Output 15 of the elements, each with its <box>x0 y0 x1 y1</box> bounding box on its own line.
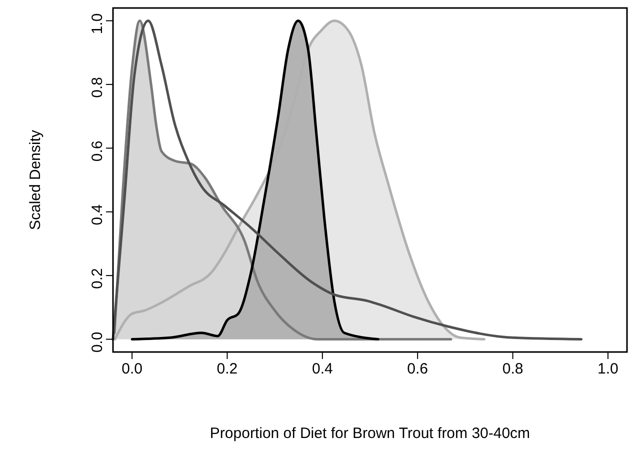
y-tick-label: 0.8 <box>89 77 106 98</box>
x-tick-label: 0.0 <box>122 360 142 378</box>
y-tick-label: 0.0 <box>89 332 106 353</box>
x-tick-label: 1.0 <box>598 360 618 378</box>
y-tick-label: 0.6 <box>89 140 106 162</box>
line-series <box>112 19 583 341</box>
x-tick-label: 0.8 <box>502 360 524 378</box>
x-tick-label: 0.4 <box>312 360 333 378</box>
y-axis-title: Scaled Density <box>27 129 44 230</box>
x-axis-title: Proportion of Diet for Brown Trout from 30-40cm <box>210 425 530 442</box>
y-tick-label: 0.2 <box>89 268 106 289</box>
x-tick-label: 0.6 <box>407 360 428 378</box>
y-tick-label: 1.0 <box>89 13 106 34</box>
y-tick-label: 0.4 <box>89 204 106 226</box>
x-tick-label: 0.2 <box>216 360 238 378</box>
